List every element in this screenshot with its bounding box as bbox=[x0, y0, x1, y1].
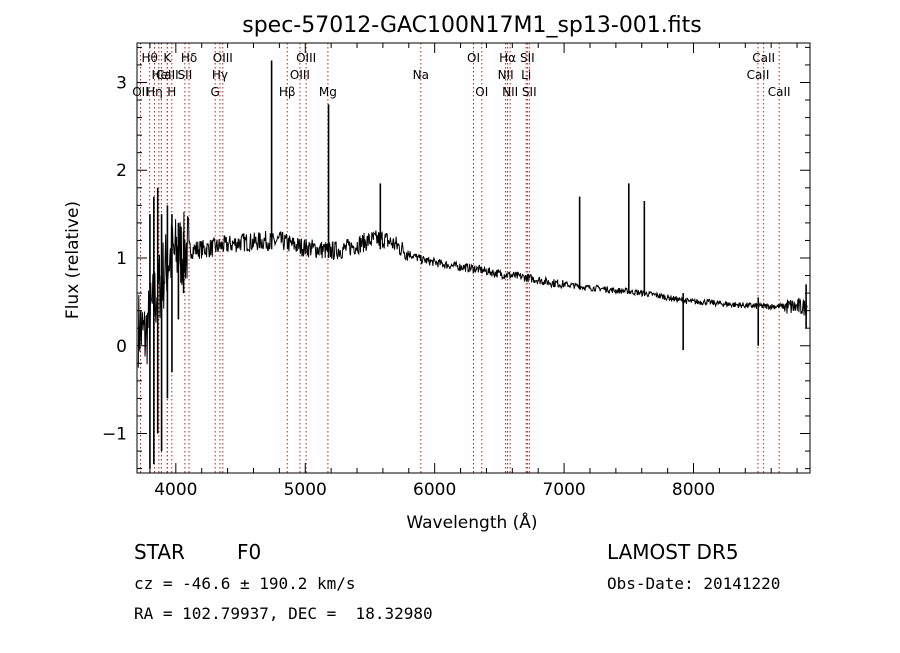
survey-name: LAMOST DR5 bbox=[607, 540, 739, 564]
line-label-20: NII bbox=[498, 68, 514, 82]
line-label-14: OIII bbox=[290, 68, 310, 82]
line-label-12: OIII bbox=[213, 51, 233, 65]
y-tick-label-2: 1 bbox=[116, 249, 127, 269]
line-labels: OIIHθHηHeIKCaIIHSIIHδGHγOIIIHβOIIIOIIIMg… bbox=[132, 51, 790, 99]
line-label-18: OI bbox=[467, 51, 480, 65]
line-label-1: Hθ bbox=[141, 51, 157, 65]
line-label-17: Na bbox=[413, 68, 429, 82]
line-label-9: Hδ bbox=[181, 51, 197, 65]
line-label-5: K bbox=[163, 51, 172, 65]
axes: 4000 5000 6000 7000 8000 −1 0 1 2 3 bbox=[102, 42, 811, 500]
line-markers bbox=[139, 43, 780, 473]
line-label-28: CaII bbox=[768, 85, 791, 99]
line-label-2: Hη bbox=[146, 85, 163, 99]
line-label-21: Hα bbox=[499, 51, 516, 65]
y-tick-label-1: 0 bbox=[116, 337, 127, 357]
x-tick-label-1: 5000 bbox=[284, 480, 327, 500]
line-label-6: CaII bbox=[156, 68, 179, 82]
line-label-23: Li bbox=[521, 68, 531, 82]
line-label-15: OIII bbox=[296, 51, 316, 65]
redshift-velocity: cz = -46.6 ± 190.2 km/s bbox=[134, 574, 356, 593]
line-label-8: SII bbox=[178, 68, 193, 82]
y-tick-label-4: 3 bbox=[116, 73, 127, 93]
line-label-25: SII bbox=[522, 85, 537, 99]
line-label-22: NII bbox=[502, 85, 518, 99]
object-subclass: F0 bbox=[237, 540, 262, 564]
spectrum-series bbox=[137, 60, 808, 469]
line-label-19: OI bbox=[475, 85, 488, 99]
x-tick-label-3: 7000 bbox=[542, 480, 585, 500]
x-axis-label: Wavelength (Å) bbox=[406, 511, 537, 533]
x-tick-label-0: 4000 bbox=[154, 480, 197, 500]
line-label-13: Hβ bbox=[279, 85, 296, 99]
line-label-26: CaII bbox=[747, 68, 770, 82]
y-tick-label-3: 2 bbox=[116, 161, 127, 181]
spectrum-line bbox=[137, 211, 808, 368]
observation-date: Obs-Date: 20141220 bbox=[607, 574, 781, 593]
line-label-7: H bbox=[167, 85, 176, 99]
chart-title: spec-57012-GAC100N17M1_sp13-001.fits bbox=[242, 13, 702, 38]
object-class: STAR bbox=[134, 540, 185, 564]
y-tick-label-0: −1 bbox=[102, 425, 127, 445]
line-label-4: HeI bbox=[151, 68, 171, 82]
line-label-0: OII bbox=[132, 85, 149, 99]
x-tick-label-2: 6000 bbox=[413, 480, 456, 500]
coordinates: RA = 102.79937, DEC = 18.32980 bbox=[134, 604, 433, 623]
line-label-11: Hγ bbox=[212, 68, 228, 82]
x-tick-label-4: 8000 bbox=[672, 480, 715, 500]
line-label-10: G bbox=[211, 85, 220, 99]
line-label-27: CaII bbox=[752, 51, 775, 65]
line-label-16: Mg bbox=[319, 85, 337, 99]
y-axis-label: Flux (relative) bbox=[63, 201, 83, 319]
line-label-24: SII bbox=[520, 51, 535, 65]
